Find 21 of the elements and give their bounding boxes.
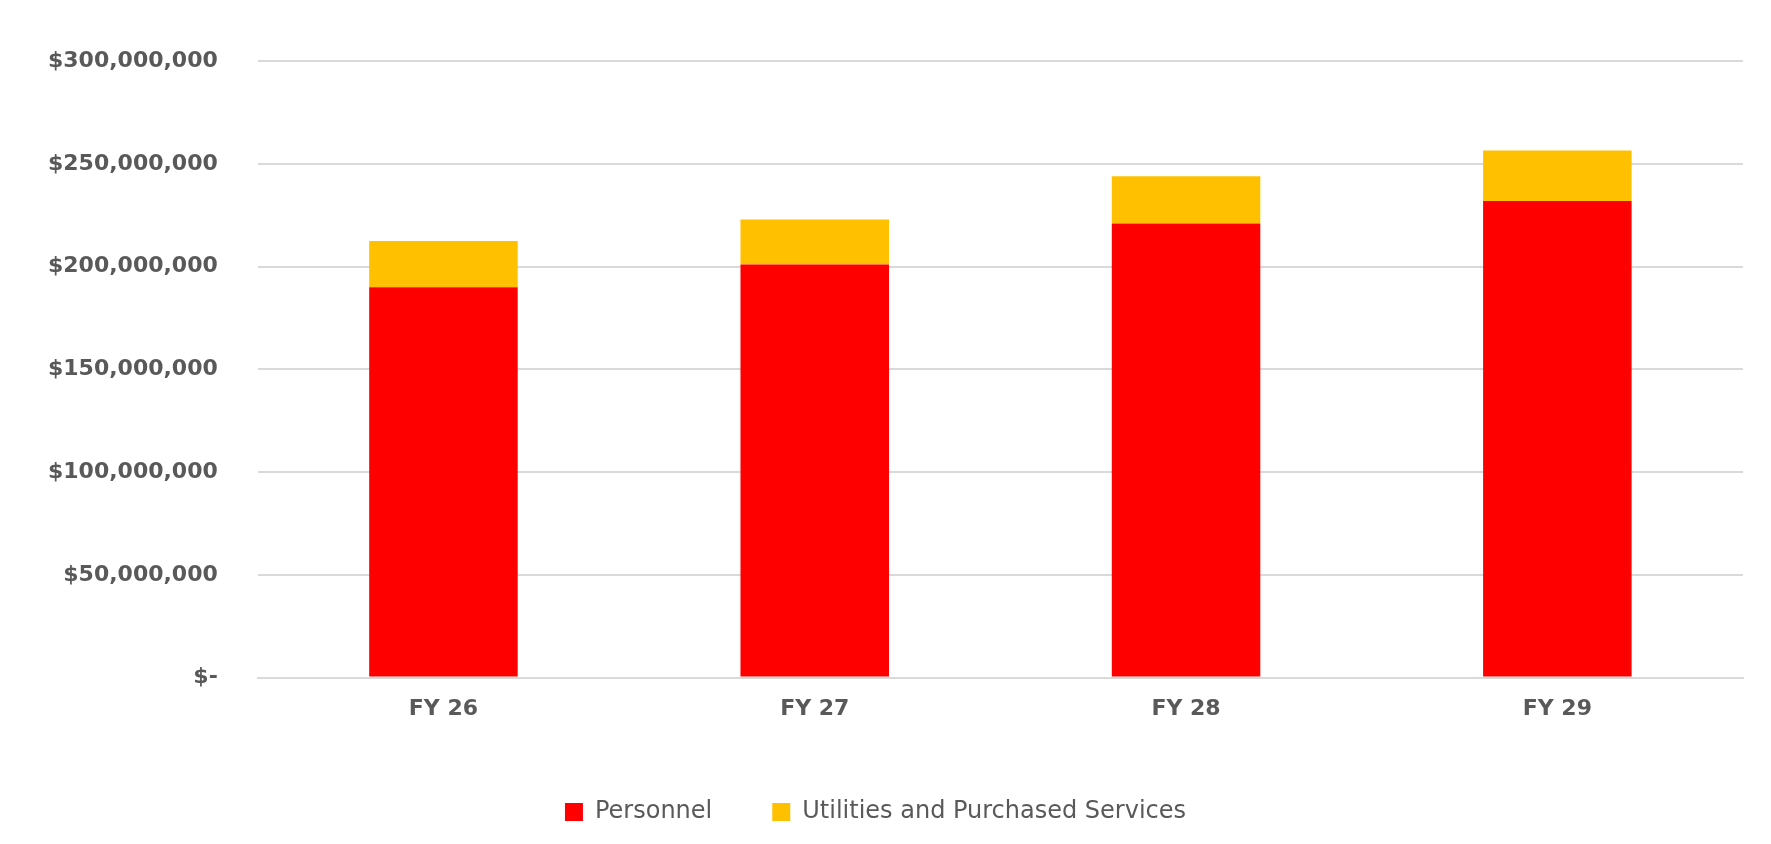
legend-label: Personnel: [594, 796, 713, 825]
y-tick-label: $100,000,000: [47, 457, 218, 483]
x-tick-label: FY 28: [1151, 694, 1221, 720]
bar: [1111, 176, 1261, 224]
x-tick-label: FY 27: [780, 694, 850, 720]
y-tick-label: $300,000,000: [47, 46, 218, 72]
y-tick-label: $200,000,000: [47, 252, 218, 278]
x-tick-label: FY 26: [408, 694, 479, 720]
y-tick-label: $150,000,000: [47, 355, 218, 381]
y-tick-label: $-: [193, 663, 218, 689]
bar: [1483, 200, 1632, 677]
bar: [740, 219, 890, 265]
x-tick-label: FY 29: [1522, 694, 1592, 720]
bar: [1111, 223, 1261, 677]
bar: [1483, 150, 1632, 201]
bar: [369, 287, 518, 677]
y-tick-label: $250,000,000: [47, 149, 218, 175]
bar: [369, 240, 518, 288]
y-tick-label: $50,000,000: [63, 560, 218, 586]
legend-label: Utilities and Purchased Services: [802, 796, 1187, 825]
bar: [740, 264, 890, 677]
